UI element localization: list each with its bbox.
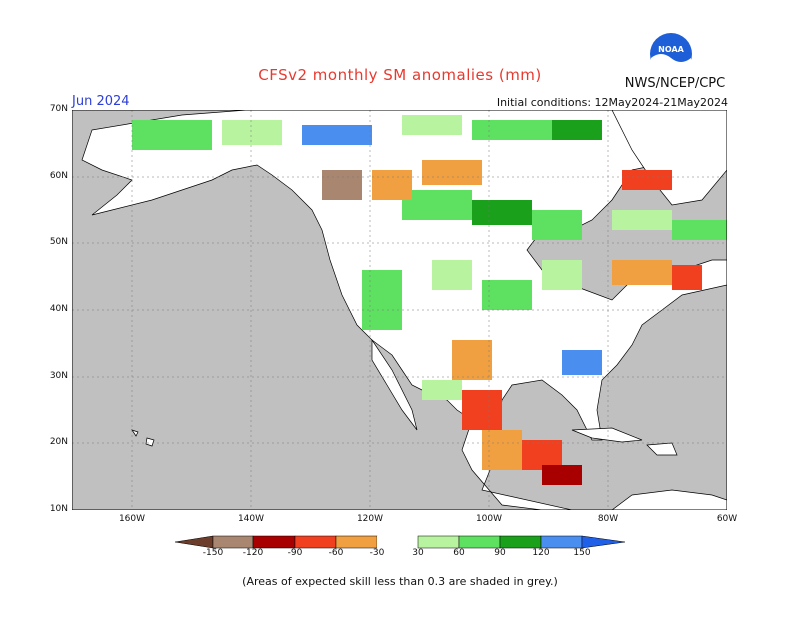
lon-label-100: 100W xyxy=(475,514,503,524)
legend-label: 90 xyxy=(494,548,506,558)
legend-label: -120 xyxy=(242,548,264,558)
svg-text:NOAA: NOAA xyxy=(658,45,684,54)
lon-label-160: 160W xyxy=(118,514,146,524)
color-bar xyxy=(175,535,625,549)
legend-label: -60 xyxy=(328,548,344,558)
lon-label-140: 140W xyxy=(237,514,265,524)
agency-label: NWS/NCEP/CPC xyxy=(624,76,726,91)
legend-label: 60 xyxy=(453,548,465,558)
lat-label-10: 10N xyxy=(49,504,68,514)
lat-label-40: 40N xyxy=(49,304,68,314)
initial-conditions: Initial conditions: 12May2024-21May2024 xyxy=(496,96,728,109)
chart-title: CFSv2 monthly SM anomalies (mm) xyxy=(258,66,542,84)
legend-label: -30 xyxy=(369,548,385,558)
legend-label: -150 xyxy=(202,548,224,558)
lon-label-80: 80W xyxy=(597,514,619,524)
lat-label-20: 20N xyxy=(49,437,68,447)
valid-month: Jun 2024 xyxy=(72,94,130,109)
lon-label-60: 60W xyxy=(716,514,738,524)
anomaly-map xyxy=(72,110,727,510)
lon-label-120: 120W xyxy=(356,514,384,524)
lat-label-60: 60N xyxy=(49,171,68,181)
footnote: (Areas of expected skill less than 0.3 a… xyxy=(242,575,558,588)
noaa-logo: NOAA xyxy=(649,32,693,77)
lat-label-30: 30N xyxy=(49,371,68,381)
legend-label: 120 xyxy=(532,548,550,558)
legend-label: 150 xyxy=(573,548,591,558)
anomaly-cells xyxy=(132,115,727,485)
lat-label-70: 70N xyxy=(49,104,68,114)
legend-label: -90 xyxy=(287,548,303,558)
graticule xyxy=(72,110,727,510)
lat-label-50: 50N xyxy=(49,237,68,247)
legend-label: 30 xyxy=(412,548,424,558)
